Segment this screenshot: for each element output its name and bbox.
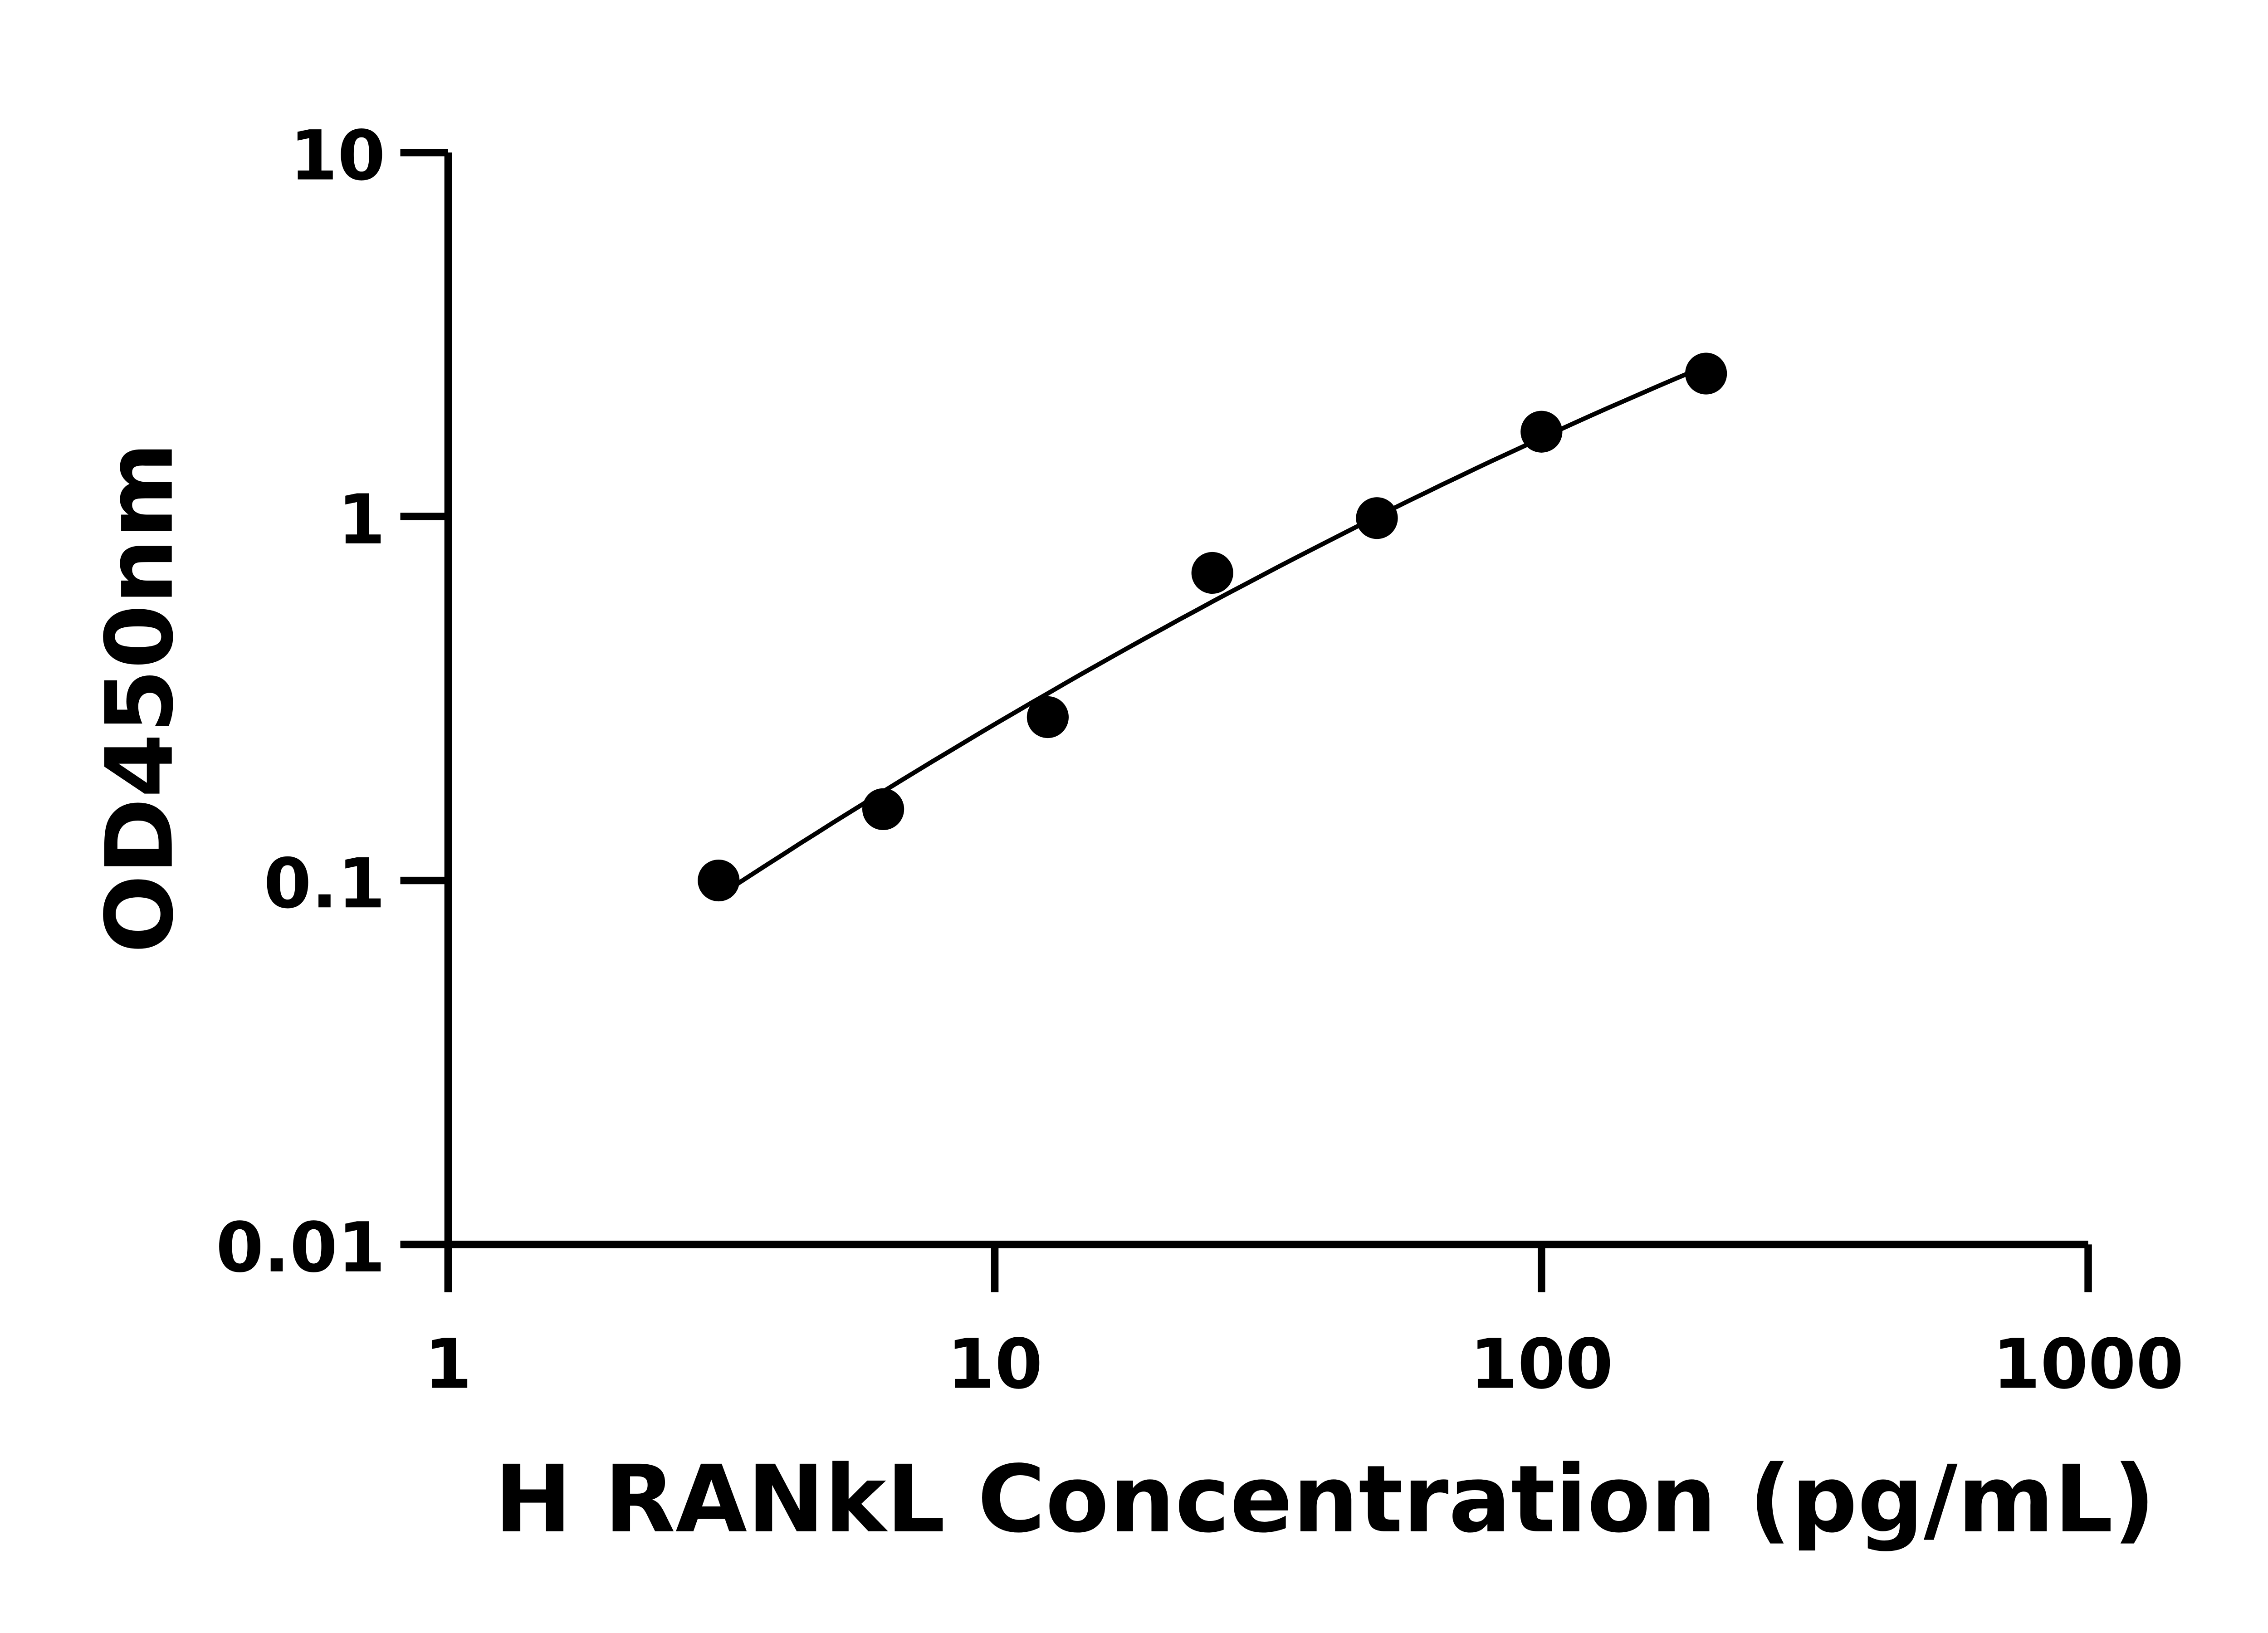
data-point [1685, 352, 1727, 395]
data-point [1356, 497, 1398, 539]
x-tick-label: 10 [947, 1324, 1043, 1404]
data-points [698, 352, 1727, 902]
y-axis-label: OD450nm [86, 442, 194, 953]
x-axis-label: H RANkL Concentration (pg/mL) [494, 1446, 2156, 1554]
data-point [862, 788, 904, 830]
x-tick-label: 1 [424, 1324, 472, 1404]
data-point [698, 859, 740, 902]
y-tick-label: 0.01 [216, 1208, 386, 1288]
axes [400, 149, 2092, 1292]
x-tick-label: 1000 [1993, 1324, 2184, 1404]
y-tick-label: 1 [337, 479, 385, 560]
data-point [1026, 696, 1069, 738]
y-tick-label: 10 [290, 116, 386, 196]
data-point [1520, 411, 1563, 453]
tick-labels: 1 10 100 1000 0.01 0.1 1 10 [216, 116, 2184, 1404]
data-point [1191, 552, 1233, 594]
y-tick-label: 0.1 [264, 843, 385, 924]
x-tick-label: 100 [1470, 1324, 1613, 1404]
